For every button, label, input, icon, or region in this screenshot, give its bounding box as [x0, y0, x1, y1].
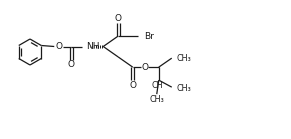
- Text: O: O: [114, 14, 122, 23]
- Text: O: O: [68, 60, 75, 69]
- Text: NH: NH: [86, 42, 100, 51]
- Text: CH: CH: [152, 81, 164, 90]
- Text: CH₃: CH₃: [177, 54, 191, 63]
- Text: CH₃: CH₃: [149, 95, 164, 104]
- Text: O: O: [56, 42, 63, 51]
- Text: CH₃: CH₃: [177, 84, 191, 93]
- Text: Br: Br: [144, 32, 154, 41]
- Text: O: O: [141, 63, 148, 72]
- Text: O: O: [129, 81, 136, 90]
